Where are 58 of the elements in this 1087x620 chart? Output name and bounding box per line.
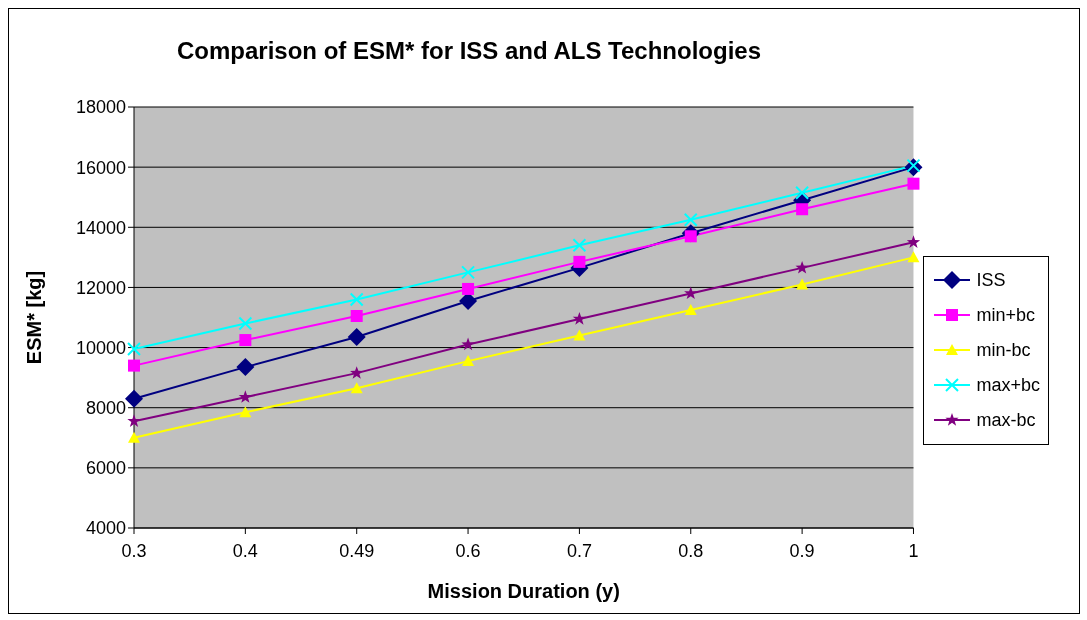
x-tick-label: 0.9 — [789, 540, 815, 561]
legend-label: min-bc — [976, 339, 1031, 361]
point — [572, 312, 587, 325]
point — [350, 366, 364, 379]
point — [239, 334, 252, 347]
point — [238, 390, 253, 403]
point — [684, 303, 697, 315]
point — [236, 358, 255, 377]
point — [795, 185, 810, 200]
point — [907, 177, 920, 190]
y-tick-label: 6000 — [85, 458, 126, 479]
point — [907, 251, 920, 263]
y-axis-title: ESM* [kg] — [23, 270, 46, 365]
y-tick-label: 16000 — [75, 157, 126, 178]
point — [796, 203, 809, 216]
point — [684, 286, 698, 300]
x-axis-title: Mission Duration (y) — [427, 580, 620, 602]
y-tick-label: 14000 — [75, 217, 126, 238]
point — [461, 337, 475, 351]
point — [350, 310, 363, 322]
y-tick-label: 18000 — [75, 97, 126, 118]
point — [573, 329, 586, 341]
point — [906, 235, 921, 248]
y-tick-label: 10000 — [75, 337, 126, 358]
point — [127, 414, 141, 427]
legend-label: ISS — [976, 269, 1006, 291]
point — [125, 389, 143, 408]
legend-label: min+bc — [976, 304, 1035, 326]
point — [349, 292, 364, 307]
point — [906, 158, 921, 173]
chart-title: Comparison of ESM* for ISS and ALS Technologies — [175, 36, 763, 66]
point — [128, 431, 140, 443]
x-tick-label: 0.8 — [678, 540, 704, 561]
point — [239, 406, 252, 418]
point — [683, 212, 698, 227]
point — [462, 282, 475, 295]
y-tick-label: 12000 — [75, 277, 126, 298]
x-tick-label: 0.3 — [121, 540, 147, 561]
x-tick-label: 1 — [908, 540, 919, 561]
point — [350, 382, 363, 394]
point — [796, 278, 809, 290]
x-tick-label: 0.49 — [339, 540, 375, 561]
x-tick-label: 0.4 — [232, 540, 258, 561]
point — [128, 359, 140, 372]
y-tick-label: 8000 — [85, 398, 126, 419]
point — [462, 355, 475, 367]
point — [238, 316, 253, 331]
point — [127, 342, 141, 357]
point — [347, 328, 366, 347]
point — [573, 255, 586, 268]
legend-label: max-bc — [976, 409, 1036, 431]
point — [572, 238, 587, 253]
x-tick-label: 0.7 — [566, 540, 592, 561]
x-tick-label: 0.6 — [455, 540, 481, 561]
legend-label: max+bc — [976, 374, 1040, 396]
point — [461, 265, 476, 280]
point — [795, 260, 809, 274]
y-tick-label: 4000 — [85, 518, 126, 539]
